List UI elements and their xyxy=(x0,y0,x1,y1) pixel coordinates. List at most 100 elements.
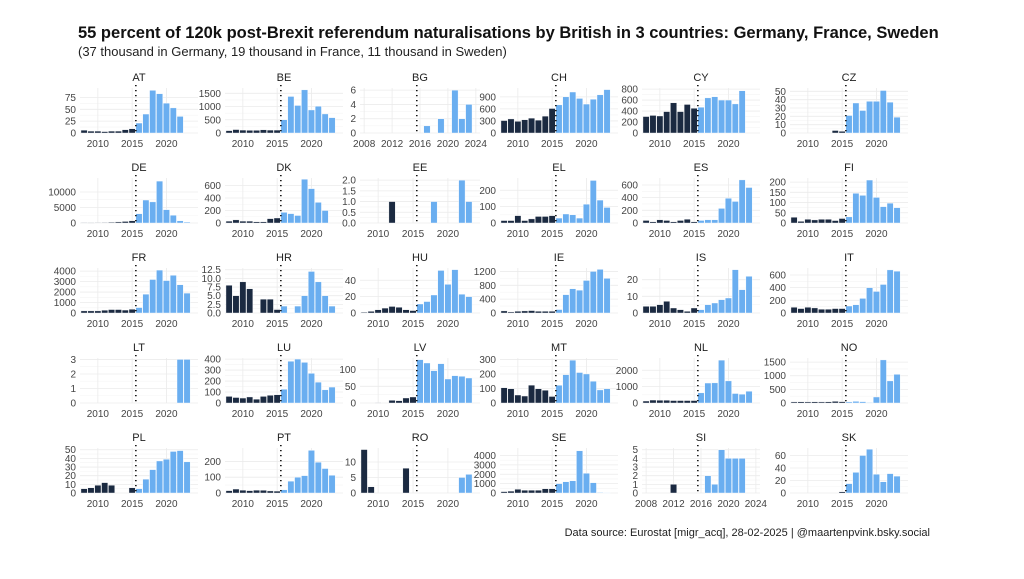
x-tick-label: 2020 xyxy=(437,229,460,240)
bar xyxy=(649,221,657,224)
bar xyxy=(87,310,95,314)
x-tick-label: 2020 xyxy=(437,499,460,510)
bar xyxy=(790,401,798,404)
bar xyxy=(521,310,529,314)
x-tick-label: 2020 xyxy=(717,139,740,150)
bar xyxy=(465,377,473,404)
bar xyxy=(690,400,698,404)
y-tick-label: 400 xyxy=(621,107,638,118)
panel-title: RO xyxy=(412,432,429,444)
bar xyxy=(409,396,417,404)
bar xyxy=(266,298,274,314)
bar xyxy=(514,394,522,404)
y-tick-label: 1000 xyxy=(474,479,497,490)
bar xyxy=(328,475,336,494)
x-tick-label: 2015 xyxy=(541,139,564,150)
y-tick-label: 20 xyxy=(65,471,77,482)
y-tick-label: 0 xyxy=(632,489,638,500)
x-tick-label: 2010 xyxy=(649,139,672,150)
bar xyxy=(232,129,240,134)
x-tick-label: 2015 xyxy=(402,409,425,420)
x-tick-label: 2015 xyxy=(831,139,854,150)
bar xyxy=(314,462,322,494)
y-tick-label: 100 xyxy=(479,202,496,213)
bar xyxy=(562,294,570,314)
x-tick-label: 2008 xyxy=(353,139,376,150)
x-tick-label: 2015 xyxy=(402,229,425,240)
bar xyxy=(253,130,260,134)
y-tick-label: 0 xyxy=(215,129,221,140)
bar xyxy=(280,305,288,314)
bar xyxy=(576,372,583,404)
panel-title: AT xyxy=(132,72,146,84)
y-tick-label: 200 xyxy=(479,369,496,380)
x-tick-label: 2010 xyxy=(87,139,110,150)
y-tick-label: 1000 xyxy=(54,298,77,309)
bar xyxy=(548,108,556,134)
y-tick-label: 0 xyxy=(490,219,496,230)
bar xyxy=(514,121,522,134)
x-tick-label: 2020 xyxy=(865,409,888,420)
panel-is: IS 0 10 20 2010 2015 2020 xyxy=(627,252,760,330)
bar xyxy=(656,219,664,224)
bar xyxy=(458,477,466,494)
x-tick-label: 2010 xyxy=(87,499,110,510)
bar xyxy=(121,221,129,224)
x-tick-label: 2020 xyxy=(865,319,888,330)
y-tick-label: 400 xyxy=(479,295,496,306)
x-tick-label: 2010 xyxy=(649,319,672,330)
bar xyxy=(562,213,570,224)
bar xyxy=(541,115,549,134)
y-tick-label: 0 xyxy=(490,129,496,140)
panel-title: PL xyxy=(132,432,145,444)
y-tick-label: 100 xyxy=(339,365,356,376)
bar xyxy=(583,280,590,314)
bar xyxy=(528,489,535,494)
bar xyxy=(596,389,604,404)
bar xyxy=(507,490,515,494)
bar xyxy=(521,395,529,404)
bar xyxy=(670,102,677,134)
y-tick-label: 10000 xyxy=(48,187,76,198)
bar xyxy=(535,489,542,494)
x-tick-label: 2010 xyxy=(87,229,110,240)
x-tick-label: 2015 xyxy=(683,319,706,330)
bar xyxy=(430,294,438,314)
x-tick-label: 2010 xyxy=(797,139,820,150)
y-tick-label: 600 xyxy=(621,180,638,191)
bar xyxy=(663,111,671,134)
bar xyxy=(135,488,143,494)
y-tick-label: 0 xyxy=(70,309,76,320)
bar xyxy=(287,213,295,224)
bar xyxy=(465,296,473,314)
bar xyxy=(886,101,894,134)
bar xyxy=(576,217,583,224)
y-tick-label: 30 xyxy=(775,104,787,115)
bar xyxy=(697,220,705,224)
bar xyxy=(142,293,150,314)
bar xyxy=(80,129,88,134)
bar xyxy=(656,115,664,134)
panel-mt: MT 0 100 200 300 2010 2015 2020 xyxy=(479,342,618,420)
y-tick-label: 0 xyxy=(780,489,786,500)
bar xyxy=(321,295,329,314)
y-tick-label: 5000 xyxy=(54,203,77,214)
bar xyxy=(128,487,136,494)
bar xyxy=(465,104,473,134)
x-tick-label: 2020 xyxy=(717,499,740,510)
bar xyxy=(183,461,191,494)
bar xyxy=(507,118,515,134)
bar xyxy=(583,373,590,404)
bar xyxy=(663,220,671,224)
y-tick-label: 2000 xyxy=(54,288,77,299)
y-tick-label: 2.0 xyxy=(342,176,356,187)
bar xyxy=(718,99,725,134)
bar xyxy=(423,125,431,134)
bar xyxy=(87,487,95,494)
y-tick-label: 0 xyxy=(350,399,356,410)
x-tick-label: 2015 xyxy=(402,499,425,510)
bar xyxy=(388,400,396,404)
bar xyxy=(718,299,725,314)
